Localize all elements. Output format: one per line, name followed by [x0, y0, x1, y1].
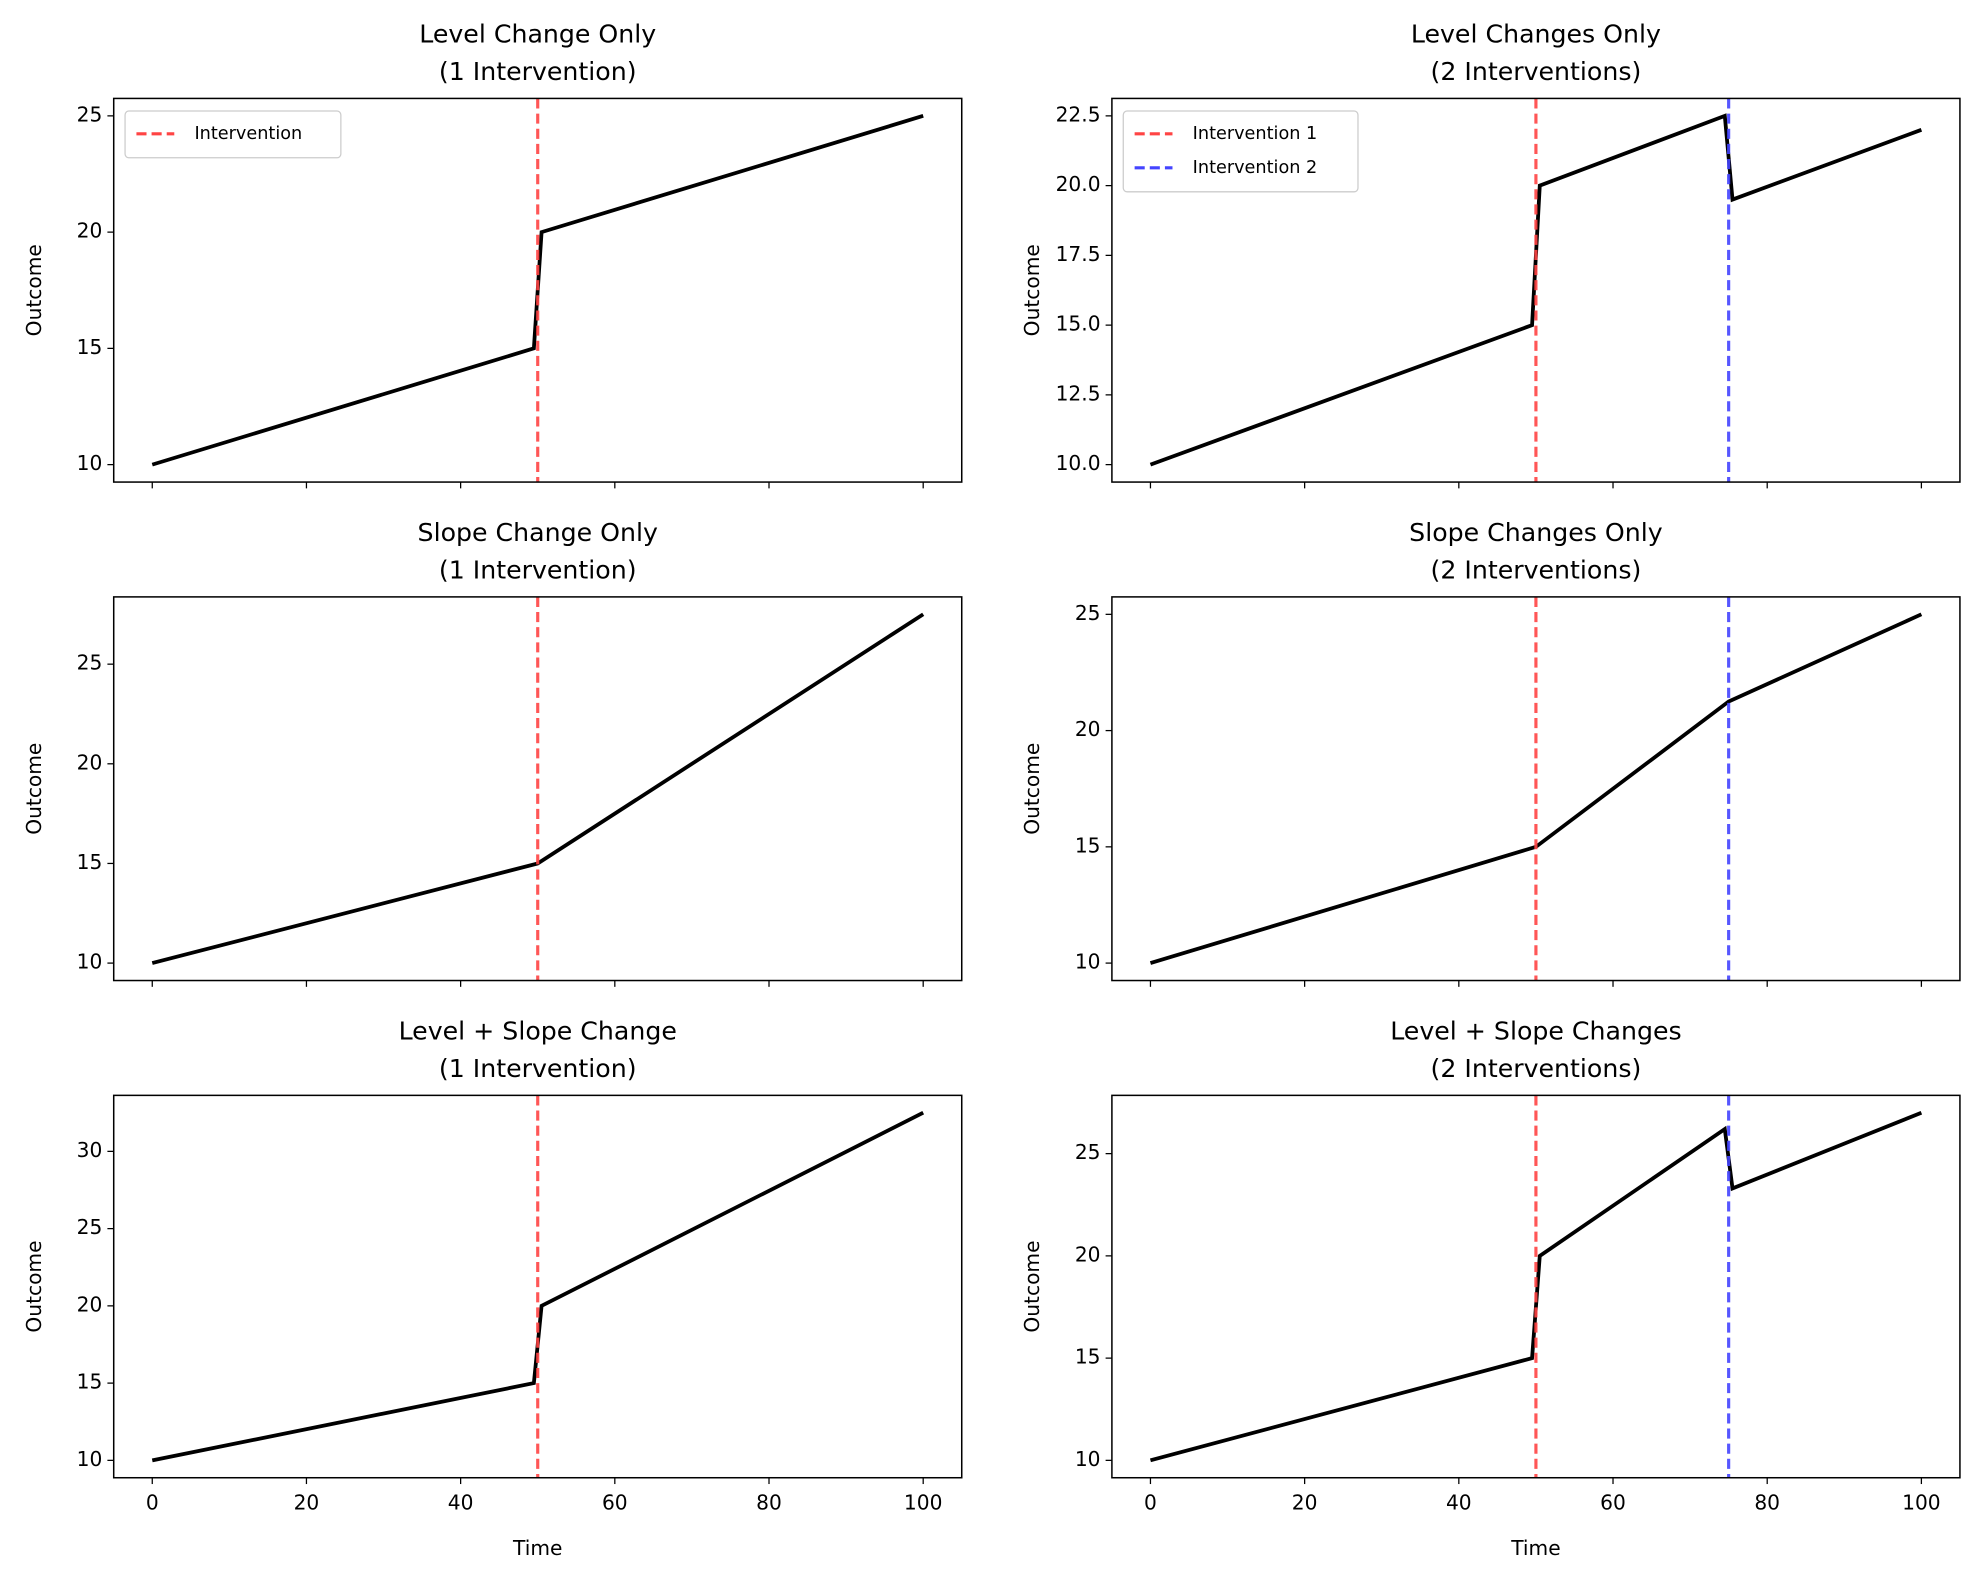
y-tick-label: 22.5: [1056, 102, 1101, 126]
y-tick-label: 12.5: [1056, 381, 1101, 405]
x-tick-label: 100: [904, 1491, 943, 1515]
y-axis-label: Outcome: [22, 1240, 46, 1332]
chart-title: (2 Interventions): [1431, 57, 1642, 86]
y-tick-label: 15: [77, 335, 103, 359]
y-tick-label: 17.5: [1056, 242, 1101, 266]
y-tick-label: 25: [1075, 1140, 1101, 1164]
y-tick-label: 15: [77, 850, 103, 874]
x-tick-label: 80: [1754, 1491, 1780, 1515]
y-tick-label: 20: [1075, 717, 1101, 741]
axes-frame: [112, 97, 963, 483]
legend-box: [1122, 110, 1359, 193]
y-tick-label: 25: [77, 1215, 103, 1239]
y-axis-label: Outcome: [1020, 743, 1044, 835]
y-tick-label: 15: [1075, 1345, 1101, 1369]
y-tick-label: 10: [77, 451, 103, 475]
data-line: [1149, 1110, 1923, 1463]
axes-frame: [112, 596, 963, 982]
y-tick-label: 15: [77, 1370, 103, 1394]
x-tick-label: 60: [1600, 1491, 1626, 1515]
y-axis-label: Outcome: [1020, 244, 1044, 336]
y-axis-label: Outcome: [22, 743, 46, 835]
chart-title: Slope Change Only: [418, 518, 658, 547]
chart-title: Level Changes Only: [1411, 19, 1661, 48]
x-tick-label: 0: [1144, 1491, 1157, 1515]
y-tick-label: 30: [77, 1138, 103, 1162]
data-line: [1149, 113, 1923, 467]
y-axis-label: Outcome: [1020, 1240, 1044, 1332]
legend-label: Intervention: [194, 124, 302, 144]
x-tick-label: 40: [1446, 1491, 1472, 1515]
y-tick-label: 10.0: [1056, 451, 1101, 475]
y-tick-label: 25: [77, 102, 103, 126]
y-tick-label: 10: [1075, 1447, 1101, 1471]
y-tick-label: 20.0: [1056, 172, 1101, 196]
y-axis-label: Outcome: [22, 244, 46, 336]
chart-title: Level Change Only: [419, 19, 656, 48]
data-line: [1149, 612, 1923, 965]
x-tick-label: 60: [602, 1491, 628, 1515]
y-tick-label: 25: [1075, 601, 1101, 625]
x-axis-label: Time: [512, 1536, 562, 1560]
legend-label: Intervention 1: [1193, 124, 1318, 144]
x-axis-label: Time: [1510, 1536, 1560, 1560]
x-tick-label: 40: [448, 1491, 474, 1515]
y-tick-label: 20: [77, 1292, 103, 1316]
y-tick-label: 15: [1075, 833, 1101, 857]
y-tick-label: 10: [77, 950, 103, 974]
chart-title: Slope Changes Only: [1409, 518, 1663, 547]
axes-frame: [1111, 596, 1961, 982]
legend-box: [124, 110, 342, 159]
legend-label: Intervention 2: [1193, 158, 1318, 178]
y-tick-label: 20: [1075, 1242, 1101, 1266]
y-tick-label: 20: [77, 750, 103, 774]
y-tick-label: 15.0: [1056, 312, 1101, 336]
x-tick-label: 100: [1902, 1491, 1941, 1515]
y-tick-label: 20: [77, 219, 103, 243]
y-tick-label: 25: [77, 651, 103, 675]
y-tick-label: 10: [77, 1447, 103, 1471]
chart-title: Level + Slope Change: [399, 1016, 677, 1045]
y-tick-label: 10: [1075, 950, 1101, 974]
chart-title: (1 Intervention): [439, 57, 637, 86]
x-tick-label: 0: [146, 1491, 159, 1515]
axes-frame: [1111, 97, 1961, 483]
x-tick-label: 20: [294, 1491, 320, 1515]
chart-title: (1 Intervention): [439, 556, 637, 585]
chart-title: (2 Interventions): [1431, 556, 1642, 585]
axes-frame: [112, 1094, 963, 1479]
x-tick-label: 20: [1292, 1491, 1318, 1515]
x-tick-label: 80: [756, 1491, 782, 1515]
data-line: [151, 114, 924, 467]
chart-title: Level + Slope Changes: [1390, 1016, 1681, 1045]
chart-title: (1 Intervention): [439, 1054, 637, 1083]
chart-title: (2 Interventions): [1431, 1054, 1642, 1083]
axes-frame: [1111, 1094, 1961, 1479]
